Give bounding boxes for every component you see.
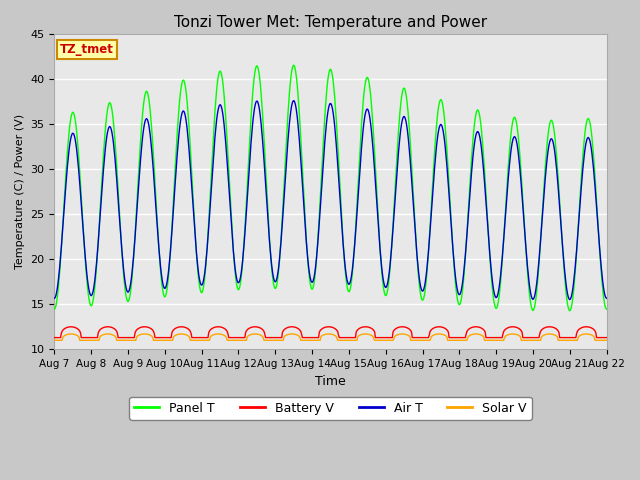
Panel T [290, 62, 298, 68]
Solar V [415, 337, 422, 343]
Solar V [117, 337, 125, 343]
Panel T [566, 308, 573, 313]
Solar V [51, 337, 58, 343]
X-axis label: Time: Time [315, 374, 346, 387]
Air T [203, 253, 211, 259]
Battery V [51, 335, 58, 340]
Solar V [603, 337, 611, 343]
Panel T [61, 195, 68, 201]
Panel T [415, 273, 422, 278]
Text: TZ_tmet: TZ_tmet [60, 43, 114, 57]
Air T [173, 151, 181, 156]
Air T [399, 117, 406, 123]
Battery V [399, 324, 406, 330]
Panel T [173, 130, 181, 135]
Battery V [173, 324, 181, 330]
Solar V [61, 333, 68, 338]
Air T [61, 202, 68, 208]
Battery V [117, 335, 125, 340]
Solar V [173, 332, 181, 337]
Panel T [117, 238, 125, 244]
Solar V [399, 331, 406, 337]
Panel T [51, 306, 58, 312]
Air T [117, 239, 125, 245]
Battery V [61, 326, 68, 332]
Air T [290, 98, 298, 104]
Y-axis label: Temperature (C) / Power (V): Temperature (C) / Power (V) [15, 114, 25, 269]
Air T [566, 297, 573, 302]
Title: Tonzi Tower Met: Temperature and Power: Tonzi Tower Met: Temperature and Power [174, 15, 487, 30]
Line: Battery V: Battery V [54, 327, 607, 337]
Battery V [415, 335, 422, 340]
Solar V [397, 331, 405, 337]
Air T [51, 295, 58, 301]
Solar V [203, 337, 211, 343]
Air T [603, 295, 611, 301]
Battery V [203, 335, 211, 340]
Legend: Panel T, Battery V, Air T, Solar V: Panel T, Battery V, Air T, Solar V [129, 396, 532, 420]
Panel T [203, 254, 211, 260]
Line: Panel T: Panel T [54, 65, 607, 311]
Battery V [603, 335, 611, 340]
Line: Air T: Air T [54, 101, 607, 300]
Battery V [397, 324, 405, 330]
Panel T [399, 90, 406, 96]
Line: Solar V: Solar V [54, 334, 607, 340]
Panel T [603, 306, 611, 312]
Air T [415, 268, 422, 274]
